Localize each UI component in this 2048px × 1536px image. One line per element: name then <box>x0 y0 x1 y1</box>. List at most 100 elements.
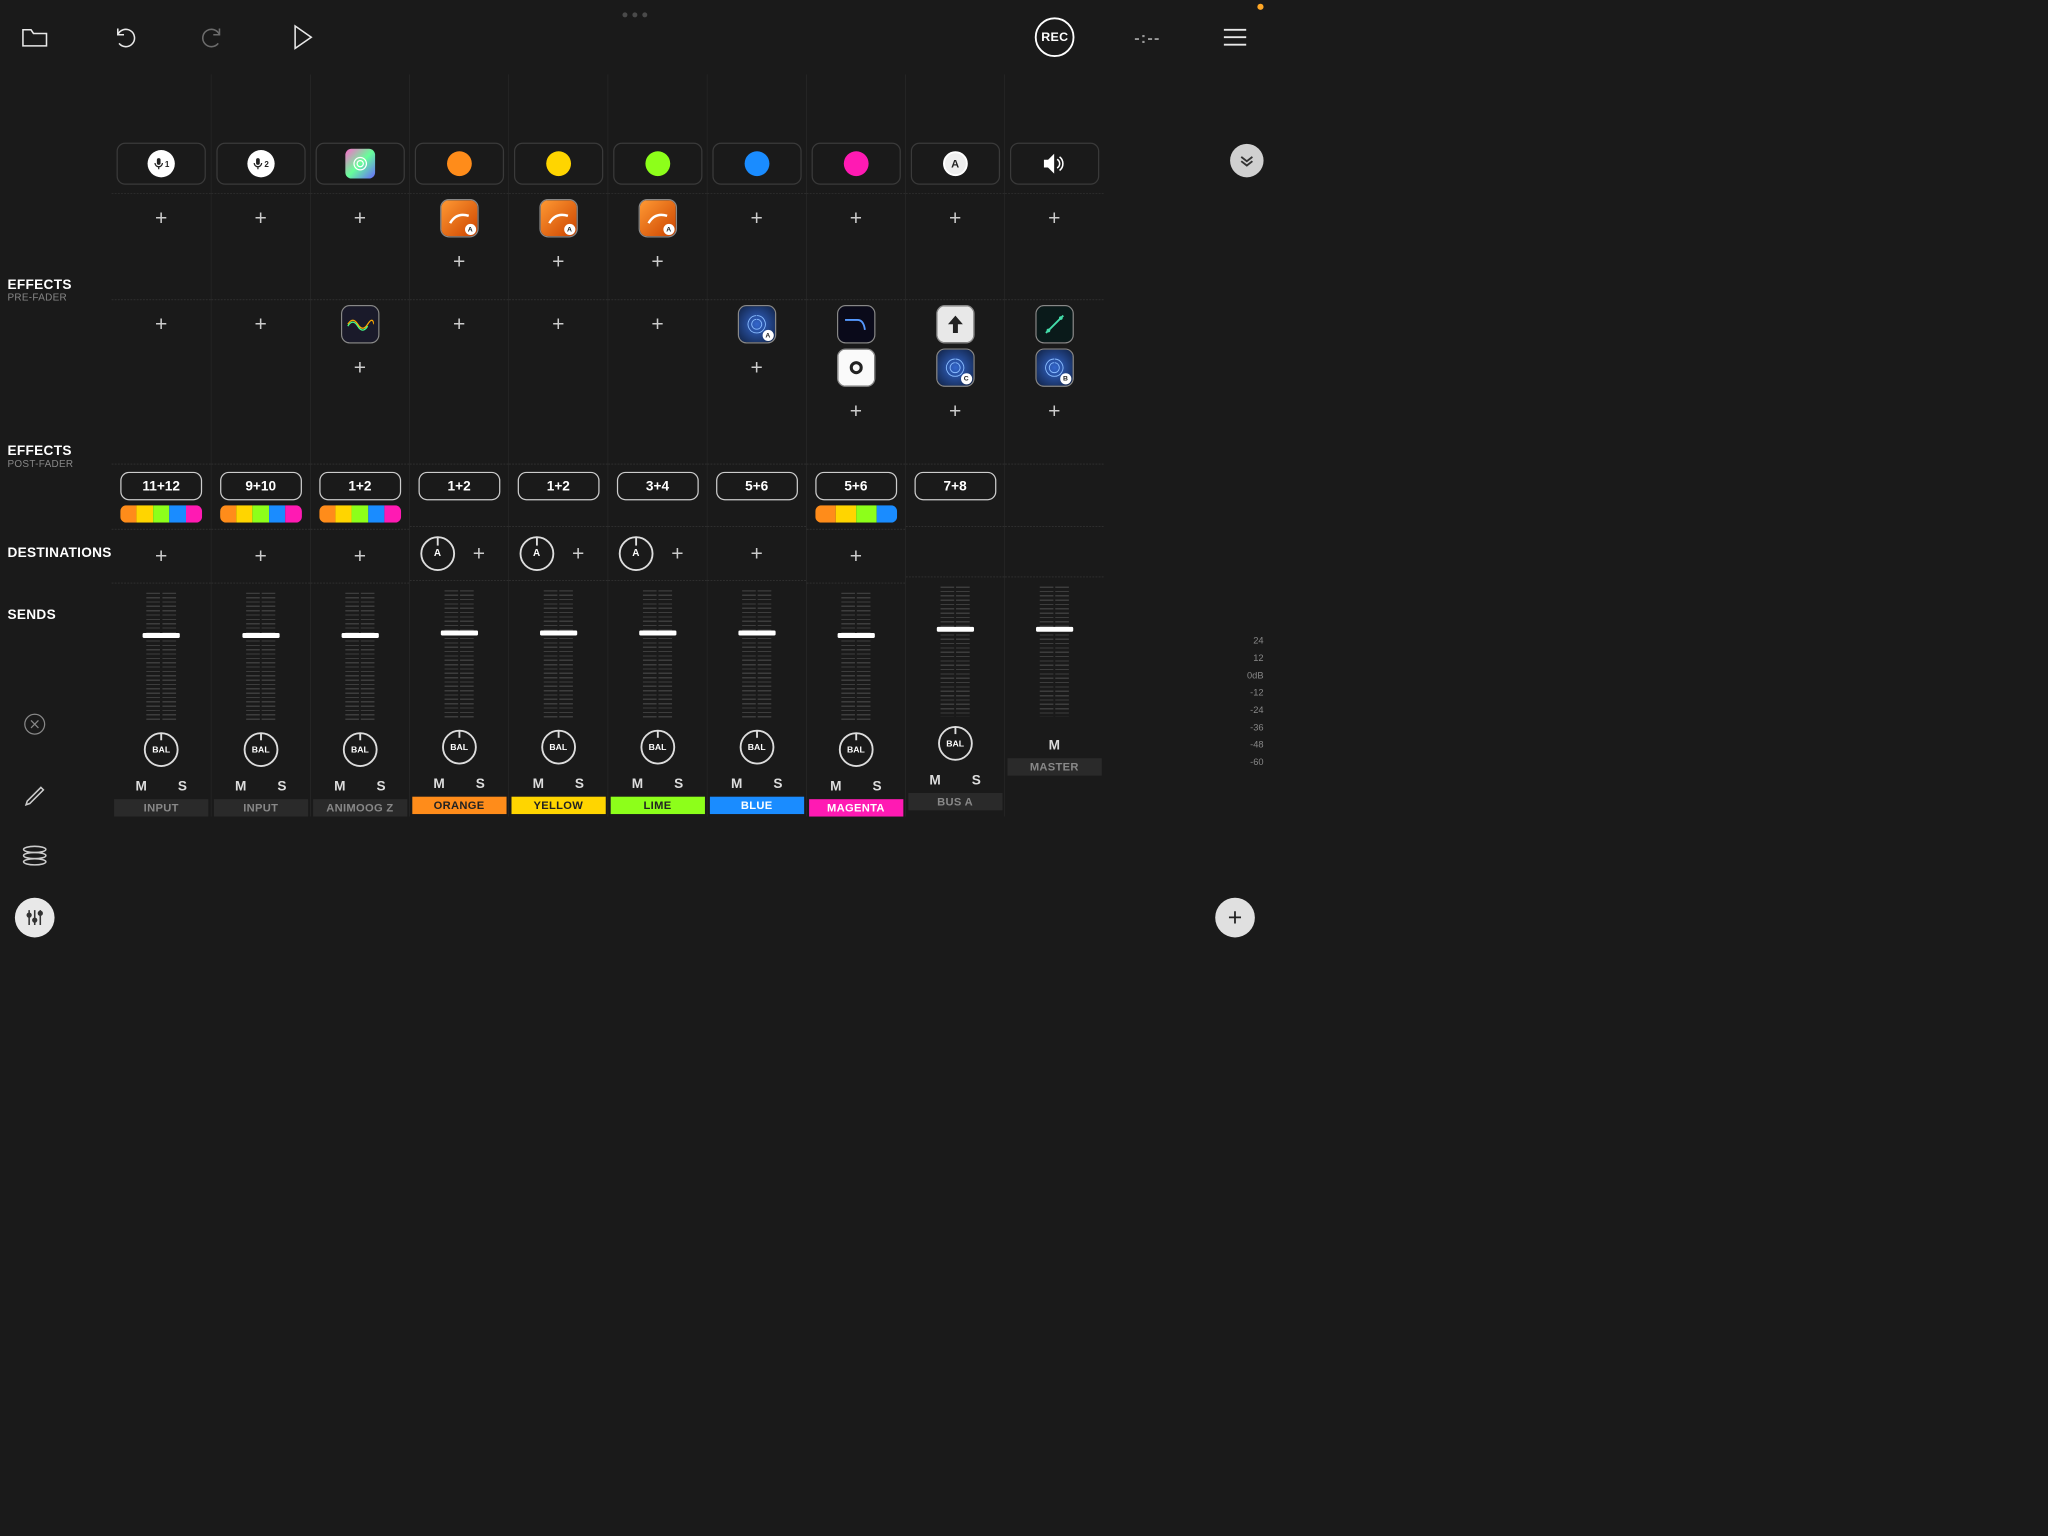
prefx-add[interactable]: + <box>638 242 676 280</box>
drag-handle[interactable] <box>622 12 647 17</box>
destination-pill[interactable]: 1+2 <box>319 472 401 501</box>
mute-button[interactable]: M <box>929 772 940 788</box>
solo-button[interactable]: S <box>476 776 485 792</box>
prefx-add[interactable]: + <box>539 242 577 280</box>
postfx-add[interactable]: + <box>837 392 875 430</box>
postfx-plugin[interactable] <box>837 348 875 386</box>
solo-button[interactable]: S <box>972 772 981 788</box>
solo-button[interactable]: S <box>575 776 584 792</box>
undo-icon[interactable] <box>109 22 139 52</box>
dest-colors[interactable] <box>815 505 897 522</box>
postfx-add[interactable]: + <box>440 305 478 343</box>
dest-colors[interactable] <box>120 505 202 522</box>
redo-icon[interactable] <box>198 22 228 52</box>
mute-button[interactable]: M <box>334 778 345 794</box>
channel-header[interactable]: 2 <box>216 143 305 185</box>
channel-header[interactable] <box>514 143 603 185</box>
postfx-plugin[interactable]: C <box>936 348 974 386</box>
destination-pill[interactable]: 3+4 <box>617 472 699 501</box>
prefx-add[interactable]: + <box>241 199 279 237</box>
balance-knob[interactable]: BAL <box>442 730 477 765</box>
send-add[interactable]: + <box>737 534 775 572</box>
channel-header[interactable] <box>1010 143 1099 185</box>
mute-button[interactable]: M <box>632 776 643 792</box>
channel-header[interactable] <box>712 143 801 185</box>
postfx-add[interactable]: + <box>539 305 577 343</box>
send-add[interactable]: + <box>341 537 379 575</box>
balance-knob[interactable]: BAL <box>243 732 278 767</box>
prefx-plugin[interactable]: A <box>440 199 478 237</box>
destination-pill[interactable]: 1+2 <box>418 472 500 501</box>
volume-fader[interactable] <box>836 593 876 723</box>
prefx-add[interactable]: + <box>142 199 180 237</box>
postfx-plugin[interactable] <box>341 305 379 343</box>
postfx-add[interactable]: + <box>737 348 775 386</box>
pencil-icon[interactable] <box>17 779 52 814</box>
solo-button[interactable]: S <box>178 778 187 794</box>
volume-fader[interactable] <box>638 590 678 720</box>
volume-fader[interactable] <box>1034 587 1074 717</box>
dest-colors[interactable] <box>319 505 401 522</box>
postfx-add[interactable]: + <box>142 305 180 343</box>
volume-fader[interactable] <box>340 593 380 723</box>
postfx-add[interactable]: + <box>936 392 974 430</box>
balance-knob[interactable]: BAL <box>343 732 378 767</box>
send-add[interactable]: + <box>658 534 696 572</box>
prefx-add[interactable]: + <box>440 242 478 280</box>
postfx-plugin[interactable] <box>1035 305 1073 343</box>
prefx-add[interactable]: + <box>737 199 775 237</box>
volume-fader[interactable] <box>439 590 479 720</box>
mute-button[interactable]: M <box>235 778 246 794</box>
destination-pill[interactable]: 11+12 <box>120 472 202 501</box>
mixer-view-button[interactable] <box>15 898 55 938</box>
destination-pill[interactable]: 7+8 <box>914 472 996 501</box>
channel-header[interactable]: A <box>910 143 999 185</box>
postfx-plugin[interactable] <box>936 305 974 343</box>
channel-header[interactable] <box>315 143 404 185</box>
mute-button[interactable]: M <box>135 778 146 794</box>
channel-header[interactable] <box>811 143 900 185</box>
balance-knob[interactable]: BAL <box>640 730 675 765</box>
postfx-add[interactable]: + <box>638 305 676 343</box>
record-button[interactable]: REC <box>1035 17 1075 57</box>
send-knob[interactable]: A <box>420 536 455 571</box>
destination-pill[interactable]: 5+6 <box>716 472 798 501</box>
channel-header[interactable]: 1 <box>117 143 206 185</box>
destination-pill[interactable]: 9+10 <box>220 472 302 501</box>
prefx-add[interactable]: + <box>837 199 875 237</box>
prefx-plugin[interactable]: A <box>638 199 676 237</box>
mute-button[interactable]: M <box>731 776 742 792</box>
prefx-add[interactable]: + <box>341 199 379 237</box>
play-icon[interactable] <box>288 22 318 52</box>
mute-button[interactable]: M <box>1049 737 1060 753</box>
collapse-button[interactable] <box>1230 144 1263 177</box>
mute-button[interactable]: M <box>830 778 841 794</box>
volume-fader[interactable] <box>737 590 777 720</box>
channel-header[interactable] <box>613 143 702 185</box>
prefx-plugin[interactable]: A <box>539 199 577 237</box>
postfx-plugin[interactable] <box>837 305 875 343</box>
send-knob[interactable]: A <box>618 536 653 571</box>
send-knob[interactable]: A <box>519 536 554 571</box>
balance-knob[interactable]: BAL <box>839 732 874 767</box>
send-add[interactable]: + <box>559 534 597 572</box>
solo-button[interactable]: S <box>377 778 386 794</box>
send-add[interactable]: + <box>837 537 875 575</box>
close-circle-icon[interactable] <box>17 707 52 742</box>
mute-button[interactable]: M <box>433 776 444 792</box>
folder-icon[interactable] <box>20 22 50 52</box>
postfx-plugin[interactable]: B <box>1035 348 1073 386</box>
layers-icon[interactable] <box>17 838 52 873</box>
volume-fader[interactable] <box>538 590 578 720</box>
dest-colors[interactable] <box>220 505 302 522</box>
add-channel-button[interactable]: + <box>1215 898 1255 938</box>
send-add[interactable]: + <box>460 534 498 572</box>
solo-button[interactable]: S <box>277 778 286 794</box>
volume-fader[interactable] <box>935 587 975 717</box>
solo-button[interactable]: S <box>773 776 782 792</box>
prefx-add[interactable]: + <box>1035 199 1073 237</box>
send-add[interactable]: + <box>241 537 279 575</box>
destination-pill[interactable]: 1+2 <box>517 472 599 501</box>
balance-knob[interactable]: BAL <box>144 732 179 767</box>
postfx-plugin[interactable]: A <box>737 305 775 343</box>
